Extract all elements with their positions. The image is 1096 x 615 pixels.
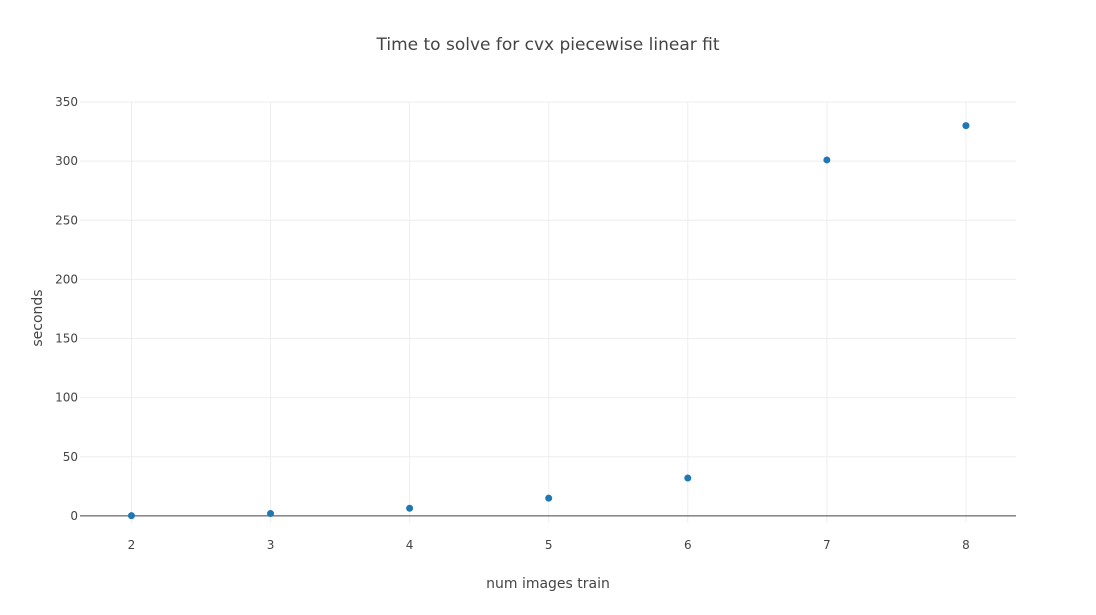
y-tick-label: 100 [55, 391, 78, 405]
data-point[interactable] [823, 156, 831, 164]
y-tick-label: 150 [55, 332, 78, 346]
y-tick-label: 350 [55, 95, 78, 109]
x-tick-label: 8 [962, 538, 970, 552]
point-layer [127, 122, 970, 520]
grid-layer [80, 101, 1016, 523]
x-tick-label: 3 [267, 538, 275, 552]
data-point[interactable] [684, 474, 692, 482]
y-tick-label: 0 [70, 509, 78, 523]
x-tick-label: 6 [684, 538, 692, 552]
data-point[interactable] [267, 510, 275, 518]
data-point[interactable] [545, 494, 553, 502]
chart-title: Time to solve for cvx piecewise linear f… [375, 35, 719, 55]
y-tick-label: 50 [63, 450, 78, 464]
y-tick-label: 200 [55, 272, 78, 286]
x-tick-label: 2 [128, 538, 136, 552]
x-tick-label: 7 [823, 538, 831, 552]
x-tick-label: 5 [545, 538, 553, 552]
y-tick-label: 300 [55, 154, 78, 168]
data-point[interactable] [127, 512, 135, 520]
y-tick-label: 250 [55, 213, 78, 227]
x-axis-label: num images train [486, 576, 610, 592]
y-axis-label: seconds [30, 289, 46, 346]
x-tick-label: 4 [406, 538, 414, 552]
data-point[interactable] [406, 504, 414, 512]
data-point[interactable] [962, 122, 970, 130]
tick-layer: 2 3 4 5 6 7 8 0 50 100 150 200 250 300 350 [55, 95, 970, 552]
